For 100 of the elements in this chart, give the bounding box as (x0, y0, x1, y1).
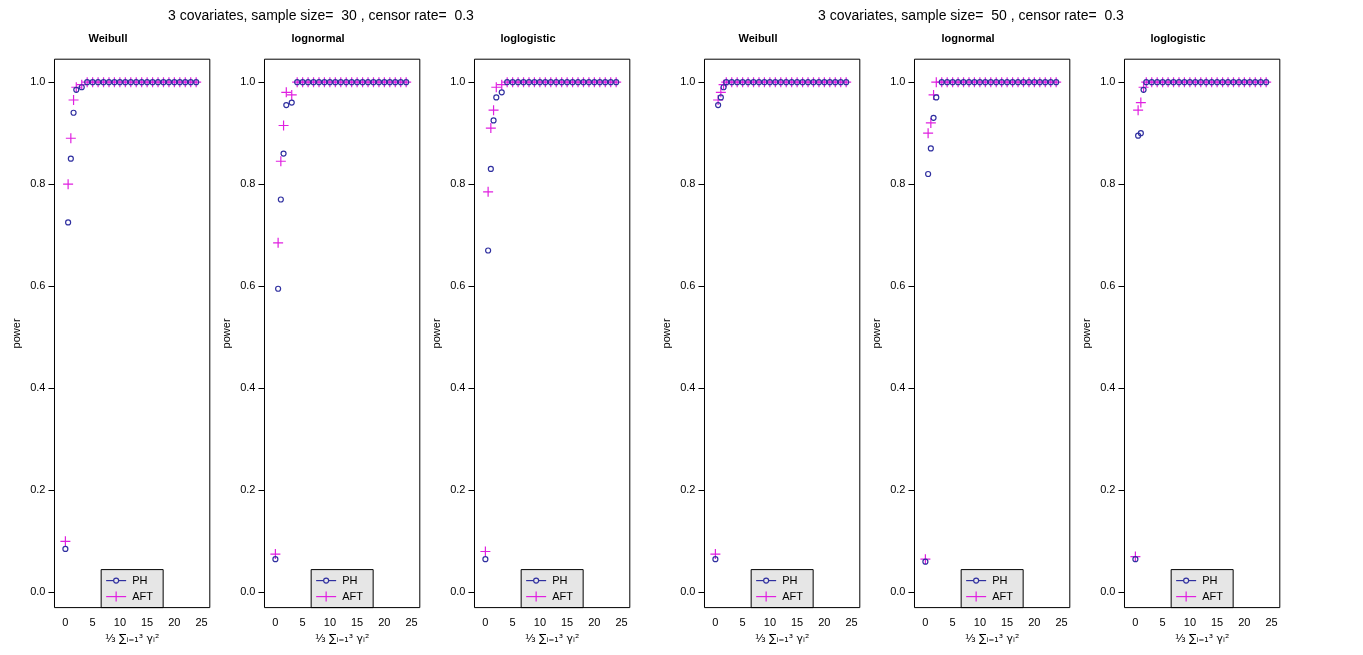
x-tick-label: 20 (588, 616, 601, 629)
y-axis-title: power (429, 318, 442, 349)
x-tick-label: 15 (561, 616, 574, 629)
y-tick-label: 0.4 (1100, 381, 1116, 394)
y-tick-label: 0.0 (450, 585, 466, 598)
y-tick-label: 0.8 (30, 177, 46, 190)
y-tick-label: 0.0 (1100, 585, 1116, 598)
y-tick-label: 0.2 (30, 483, 46, 496)
x-tick-label: 15 (791, 616, 804, 629)
y-tick-label: 1.0 (30, 75, 46, 88)
x-tick-label: 10 (323, 616, 337, 629)
x-tick-label: 25 (195, 616, 208, 629)
y-tick-label: 0.6 (450, 279, 466, 292)
y-tick-label: 0.2 (680, 483, 696, 496)
y-tick-label: 0.6 (1100, 279, 1116, 292)
legend-label: AFT (992, 589, 1014, 602)
legend-label: AFT (782, 589, 804, 602)
legend-label: AFT (552, 589, 574, 602)
y-tick-label: 0.4 (680, 381, 696, 394)
y-tick-label: 0.6 (890, 279, 906, 292)
x-tick-label: 5 (949, 616, 956, 629)
y-axis-title: power (1079, 318, 1092, 349)
x-tick-label: 10 (973, 616, 987, 629)
x-axis-title: ⅓ ∑ᵢ₌₁³ γᵢ² (314, 632, 370, 646)
y-axis-title: power (219, 318, 232, 349)
chart-title: Weibull (738, 31, 778, 44)
chart-title: loglogistic (1150, 31, 1206, 44)
x-tick-label: 0 (1132, 616, 1139, 629)
y-tick-label: 1.0 (1100, 75, 1116, 88)
x-tick-label: 0 (62, 616, 69, 629)
x-tick-label: 10 (533, 616, 547, 629)
y-axis-title: power (9, 318, 22, 349)
y-tick-label: 0.4 (450, 381, 466, 394)
y-tick-label: 0.2 (890, 483, 906, 496)
legend-label: PH (342, 573, 358, 586)
x-tick-label: 15 (351, 616, 364, 629)
y-tick-label: 0.0 (30, 585, 46, 598)
x-tick-label: 15 (1211, 616, 1224, 629)
x-axis-title: ⅓ ∑ᵢ₌₁³ γᵢ² (1174, 632, 1230, 646)
legend-label: PH (552, 573, 568, 586)
x-tick-label: 20 (1238, 616, 1251, 629)
x-tick-label: 25 (845, 616, 858, 629)
legend-label: PH (782, 573, 798, 586)
x-tick-label: 20 (1028, 616, 1041, 629)
x-tick-label: 5 (299, 616, 306, 629)
x-tick-label: 5 (1159, 616, 1166, 629)
chart-title: lognormal (291, 31, 345, 44)
x-axis-title: ⅓ ∑ᵢ₌₁³ γᵢ² (104, 632, 160, 646)
x-tick-label: 5 (89, 616, 96, 629)
x-tick-label: 0 (922, 616, 929, 629)
y-tick-label: 0.6 (680, 279, 696, 292)
y-tick-label: 0.8 (680, 177, 696, 190)
y-tick-label: 1.0 (680, 75, 696, 88)
x-tick-label: 25 (405, 616, 418, 629)
x-tick-label: 5 (509, 616, 516, 629)
x-axis-title: ⅓ ∑ᵢ₌₁³ γᵢ² (964, 632, 1020, 646)
y-tick-label: 0.8 (450, 177, 466, 190)
y-tick-label: 0.4 (890, 381, 906, 394)
y-tick-label: 0.2 (240, 483, 256, 496)
y-tick-label: 0.4 (30, 381, 46, 394)
y-tick-label: 0.6 (30, 279, 46, 292)
y-tick-label: 0.2 (450, 483, 466, 496)
text: 3 covariates, sample size= 50 , censor rate= 0.3 (818, 7, 1124, 23)
x-tick-label: 15 (141, 616, 154, 629)
x-tick-label: 25 (1055, 616, 1068, 629)
y-tick-label: 0.0 (680, 585, 696, 598)
legend-label: PH (1202, 573, 1218, 586)
chart-title: lognormal (941, 31, 995, 44)
y-tick-label: 1.0 (890, 75, 906, 88)
x-axis-title: ⅓ ∑ᵢ₌₁³ γᵢ² (754, 632, 810, 646)
legend-label: PH (132, 573, 148, 586)
y-tick-label: 1.0 (240, 75, 256, 88)
x-tick-label: 10 (1183, 616, 1197, 629)
y-tick-label: 0.4 (240, 381, 256, 394)
legend-label: AFT (342, 589, 364, 602)
x-tick-label: 25 (1265, 616, 1278, 629)
y-tick-label: 0.8 (890, 177, 906, 190)
x-tick-label: 10 (113, 616, 127, 629)
legend-label: AFT (1202, 589, 1224, 602)
y-tick-label: 0.8 (240, 177, 256, 190)
chart-title: Weibull (88, 31, 128, 44)
x-tick-label: 20 (818, 616, 831, 629)
y-tick-label: 0.2 (1100, 483, 1116, 496)
x-axis-title: ⅓ ∑ᵢ₌₁³ γᵢ² (524, 632, 580, 646)
text: 3 covariates, sample size= 30 , censor rate= 0.3 (168, 7, 474, 23)
x-tick-label: 0 (712, 616, 719, 629)
x-tick-label: 25 (615, 616, 628, 629)
x-tick-label: 0 (482, 616, 489, 629)
x-tick-label: 10 (763, 616, 777, 629)
y-tick-label: 0.8 (1100, 177, 1116, 190)
y-axis-title: power (659, 318, 672, 349)
y-axis-title: power (869, 318, 882, 349)
legend-label: AFT (132, 589, 154, 602)
x-tick-label: 0 (272, 616, 279, 629)
y-tick-label: 0.0 (890, 585, 906, 598)
chart-title: loglogistic (500, 31, 556, 44)
y-tick-label: 0.0 (240, 585, 256, 598)
legend-label: PH (992, 573, 1008, 586)
x-tick-label: 5 (739, 616, 746, 629)
y-tick-label: 0.6 (240, 279, 256, 292)
